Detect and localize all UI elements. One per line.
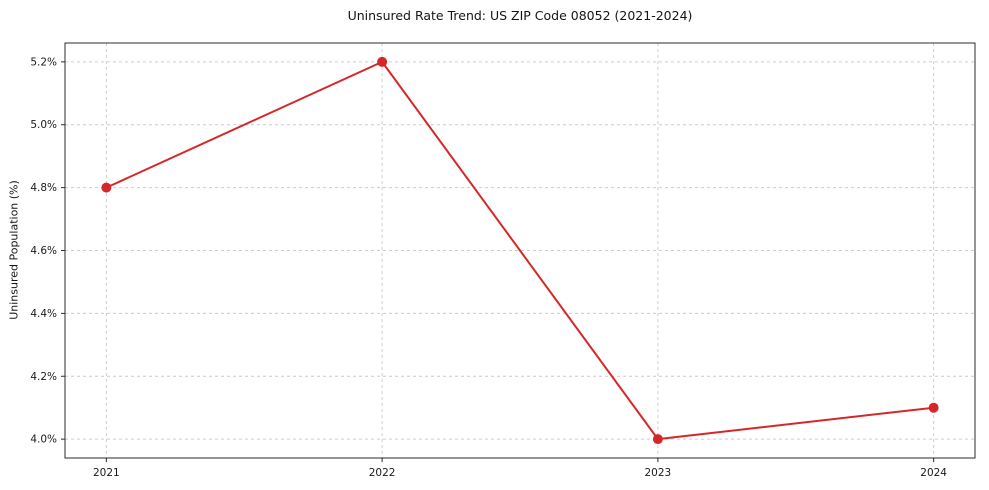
x-tick-label: 2023 bbox=[645, 467, 672, 479]
y-tick-label: 4.4% bbox=[30, 308, 57, 320]
data-point-marker bbox=[101, 182, 112, 193]
y-tick-label: 5.0% bbox=[30, 119, 57, 131]
data-point-marker bbox=[928, 402, 939, 413]
x-tick-label: 2021 bbox=[93, 467, 120, 479]
chart-title: Uninsured Rate Trend: US ZIP Code 08052 … bbox=[347, 8, 693, 23]
y-tick-label: 4.2% bbox=[30, 371, 57, 383]
y-tick-label: 4.8% bbox=[30, 182, 57, 194]
x-tick-label: 2024 bbox=[920, 467, 947, 479]
y-tick-label: 5.2% bbox=[30, 56, 57, 68]
trend-line bbox=[105, 60, 935, 441]
y-tick-label: 4.0% bbox=[30, 434, 57, 446]
data-point-marker bbox=[652, 434, 663, 445]
y-tick-label: 4.6% bbox=[30, 245, 57, 257]
data-point-marker bbox=[377, 56, 388, 67]
x-tick-label: 2022 bbox=[369, 467, 396, 479]
